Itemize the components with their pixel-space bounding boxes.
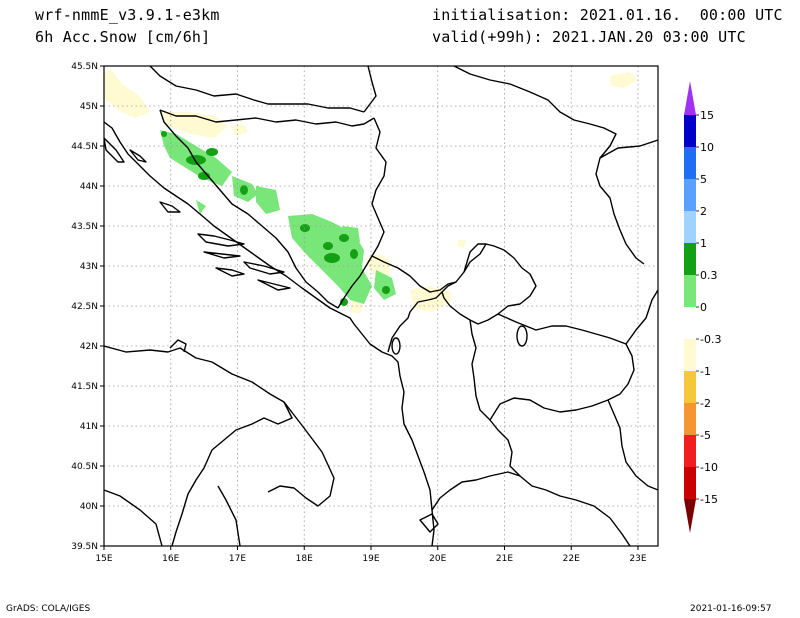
colorbar-top-arrow	[684, 81, 696, 115]
pale-yellow-area	[104, 70, 637, 314]
island-5	[203, 251, 241, 259]
kosovo-border	[441, 243, 537, 325]
macedonia-bulgaria-border	[625, 289, 658, 345]
island-8	[215, 267, 245, 277]
lat-tick-label: 43.5N	[71, 222, 98, 232]
colorbar-label: -0.3	[700, 333, 721, 346]
footer-timestamp: 2021-01-16-09:57	[690, 604, 772, 614]
colorbar-label: 2	[700, 205, 707, 218]
lat-tick-label: 44.5N	[71, 142, 98, 152]
serbia-romania-border	[453, 66, 645, 265]
lat-tick-label: 45N	[80, 102, 98, 112]
lat-tick-label: 41.5N	[71, 382, 98, 392]
colorbar-box	[684, 115, 696, 147]
colorbar-box	[684, 339, 696, 371]
colorbar-bottom-arrow	[684, 499, 696, 533]
lon-tick-label: 17E	[229, 554, 246, 564]
lat-tick-label: 42N	[80, 342, 98, 352]
lat-tick-label: 42.5N	[71, 302, 98, 312]
colorbar-box	[684, 179, 696, 211]
island-4	[197, 233, 245, 247]
lat-tick-label: 40N	[80, 502, 98, 512]
bosnia-north-border	[159, 109, 375, 127]
colorbar-box	[684, 211, 696, 243]
variable-title: 6h Acc.Snow [cm/6h]	[35, 28, 211, 46]
colorbar-box	[684, 403, 696, 435]
calabria-coastline	[104, 489, 163, 546]
lon-tick-label: 20E	[429, 554, 446, 564]
salento-coastline	[267, 401, 335, 507]
colorbar-label: -1	[700, 365, 711, 378]
island-6	[243, 261, 285, 275]
lat-tick-label: 41N	[80, 422, 98, 432]
gargano-coastline	[169, 339, 187, 353]
init-time: initialisation: 2021.01.16. 00:00 UTC	[432, 6, 783, 24]
coastlines-and-borders	[104, 66, 658, 546]
colorbar-label: -10	[700, 461, 718, 474]
calabria-west-coastline	[217, 485, 241, 546]
lon-tick-label: 16E	[162, 554, 179, 564]
lon-tick-label: 23E	[629, 554, 646, 564]
latitude-axis: 45.5N 45N 44.5N 44N 43.5N 43N 42.5N 42N 41.5N 41N…	[71, 62, 104, 552]
greece-coast	[545, 489, 631, 546]
colorbar-label: 1	[700, 237, 707, 250]
serbia-north-border	[363, 66, 377, 113]
colorbar-label: -2	[700, 397, 711, 410]
lon-tick-label: 21E	[496, 554, 513, 564]
lat-tick-label: 40.5N	[71, 462, 98, 472]
colorbar-label: -15	[700, 493, 718, 506]
colorbar-box	[684, 467, 696, 499]
colorbar-box	[684, 147, 696, 179]
lat-tick-label: 45.5N	[71, 62, 98, 72]
colorbar-label: 15	[700, 109, 714, 122]
colorbar-label: 5	[700, 173, 707, 186]
colorbar-box	[684, 243, 696, 275]
colorbar-label: 10	[700, 141, 714, 154]
lake-ohrid	[516, 325, 528, 347]
snow-field-layer	[104, 70, 637, 314]
colorbar-box	[684, 371, 696, 403]
lake-skadar	[391, 337, 401, 355]
island-7	[257, 279, 291, 291]
albania-east-border	[469, 319, 547, 491]
lat-lon-grid	[104, 66, 658, 546]
colorbar-box	[684, 275, 696, 307]
lat-tick-label: 44N	[80, 182, 98, 192]
colorbar-label: -5	[700, 429, 711, 442]
montenegro-border	[337, 255, 457, 309]
island-3	[159, 201, 181, 213]
montenegro-south-border	[387, 291, 443, 353]
greece-north-border	[607, 399, 658, 491]
colorbar-box	[684, 435, 696, 467]
lat-tick-label: 39.5N	[71, 542, 98, 552]
longitude-axis: 15E 16E 17E 18E 19E 20E 21E 22E 23E	[95, 546, 647, 564]
island-1	[104, 137, 125, 163]
corfu-island	[419, 513, 439, 533]
lat-tick-label: 43N	[80, 262, 98, 272]
colorbar: 15 10 5 2 1 0.3 0 -0.3 -1 -2 -5 -10 -15	[684, 81, 721, 533]
colorbar-box	[684, 307, 696, 339]
valid-time: valid(+99h): 2021.JAN.20 03:00 UTC	[432, 28, 746, 46]
italy-coastline	[104, 345, 293, 546]
lon-tick-label: 18E	[296, 554, 313, 564]
lon-tick-label: 15E	[95, 554, 112, 564]
lon-tick-label: 19E	[362, 554, 379, 564]
lon-tick-label: 22E	[563, 554, 580, 564]
map-frame	[103, 65, 659, 547]
albania-greece-border	[431, 471, 521, 511]
model-title: wrf-nmmE_v3.9.1-e3km	[35, 6, 220, 24]
bulgaria-border	[599, 139, 658, 159]
colorbar-label: 0	[700, 301, 707, 314]
footer-credit: GrADS: COLA/IGES	[6, 604, 91, 614]
drina-border	[371, 117, 387, 257]
croatia-coastline	[104, 121, 435, 546]
croatia-north-border	[149, 66, 365, 113]
macedonia-border	[489, 313, 635, 421]
island-2	[129, 149, 147, 163]
colorbar-label: 0.3	[700, 269, 718, 282]
kosovo-north-border	[463, 243, 486, 273]
bosnia-west-border	[159, 109, 339, 309]
